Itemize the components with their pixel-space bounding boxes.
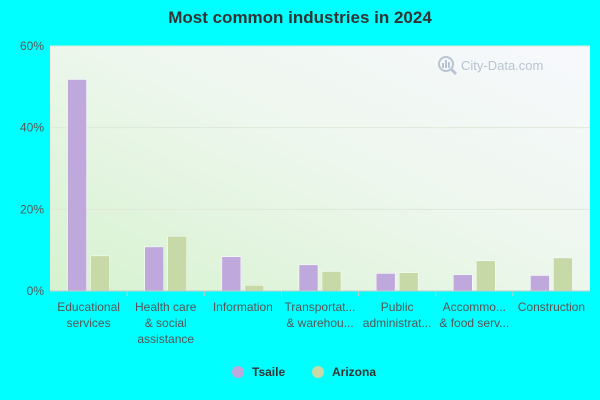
legend-swatch-tsaile bbox=[232, 366, 244, 378]
bar-tsaile[interactable] bbox=[67, 79, 87, 292]
y-tick-label: 20% bbox=[20, 202, 44, 216]
x-category-label: Health care bbox=[135, 300, 197, 314]
y-tick-label: 0% bbox=[27, 284, 45, 298]
bar-tsaile[interactable] bbox=[298, 264, 319, 292]
x-category-label: Public bbox=[381, 300, 414, 314]
grid-layer bbox=[50, 45, 590, 210]
bar-arizona[interactable] bbox=[167, 236, 187, 292]
bar-tsaile[interactable] bbox=[221, 256, 242, 292]
x-category-label: administrat... bbox=[363, 316, 432, 330]
legend: Tsaile Arizona bbox=[232, 365, 376, 379]
bar-arizona[interactable] bbox=[476, 260, 496, 292]
axis-layer: 0% 20% 40% 60% Educational services Health car… bbox=[20, 39, 590, 346]
x-category-label: Transportat... bbox=[285, 300, 356, 314]
bar-arizona[interactable] bbox=[553, 257, 573, 292]
bar-arizona[interactable] bbox=[321, 271, 342, 292]
bar-arizona[interactable] bbox=[398, 272, 419, 292]
y-tick-label: 40% bbox=[20, 121, 44, 135]
legend-label-tsaile: Tsaile bbox=[252, 365, 285, 379]
legend-label-arizona: Arizona bbox=[332, 365, 376, 379]
x-category-label: Educational bbox=[57, 300, 120, 314]
bar-tsaile[interactable] bbox=[530, 275, 550, 292]
x-category-label: services bbox=[67, 316, 111, 330]
magnifier-chart-icon bbox=[438, 56, 458, 76]
x-category-label: & food serv... bbox=[439, 316, 509, 330]
x-category-label: & social bbox=[145, 316, 187, 330]
chart-title: Most common industries in 2024 bbox=[168, 8, 432, 27]
legend-swatch-arizona bbox=[312, 366, 324, 378]
x-category-label: Construction bbox=[518, 300, 585, 314]
x-category-label: Information bbox=[213, 300, 273, 314]
y-tick-label: 60% bbox=[20, 39, 44, 53]
bar-arizona[interactable] bbox=[90, 255, 110, 292]
bar-tsaile[interactable] bbox=[375, 273, 396, 292]
x-category-label: assistance bbox=[137, 332, 194, 346]
x-category-label: & warehou... bbox=[286, 316, 353, 330]
x-category-label: Accommo... bbox=[443, 300, 506, 314]
bar-tsaile[interactable] bbox=[453, 274, 473, 292]
watermark: City-Data.com bbox=[438, 56, 543, 76]
bar-arizona[interactable] bbox=[244, 285, 265, 292]
plot-area bbox=[50, 46, 590, 291]
bar-tsaile[interactable] bbox=[144, 246, 164, 292]
watermark-text: City-Data.com bbox=[461, 58, 543, 73]
